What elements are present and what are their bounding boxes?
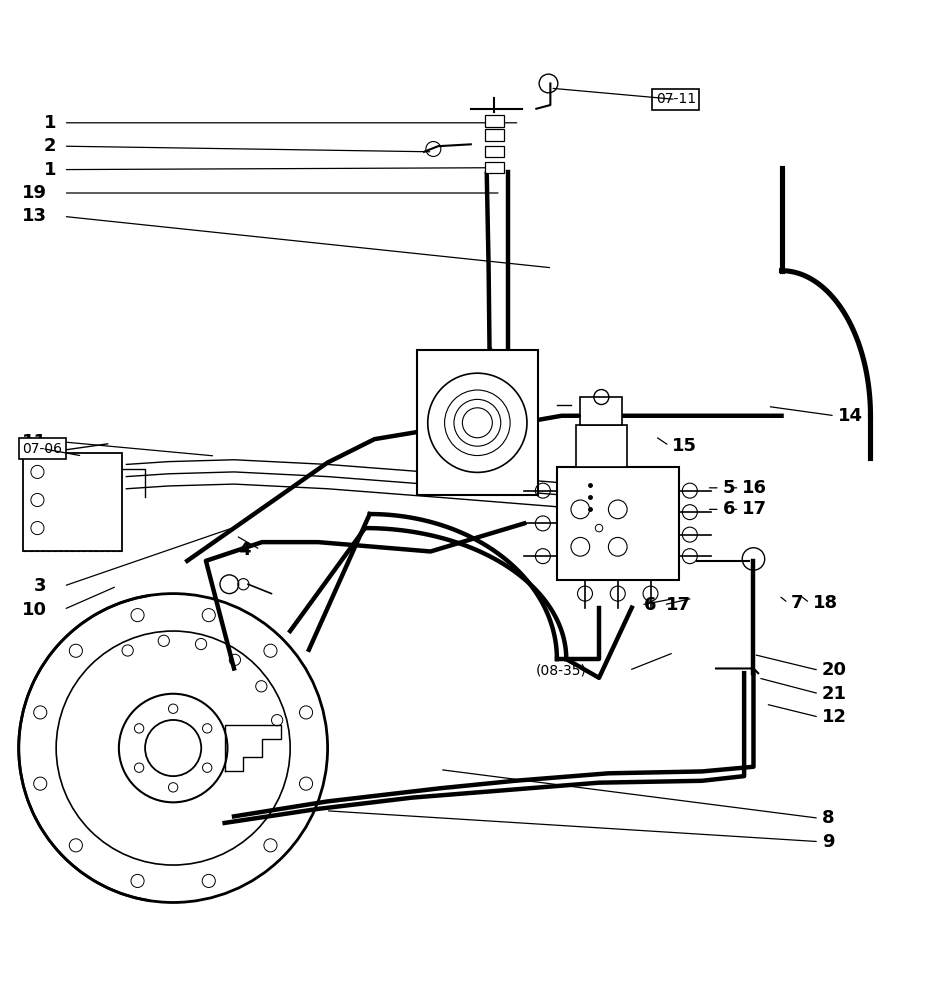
Text: 21: 21 bbox=[822, 685, 847, 703]
Text: 10: 10 bbox=[22, 601, 47, 619]
Text: 18: 18 bbox=[812, 594, 838, 612]
Text: 8: 8 bbox=[822, 809, 834, 827]
Text: 16: 16 bbox=[742, 479, 768, 497]
Text: 5: 5 bbox=[723, 479, 735, 497]
Text: 11: 11 bbox=[22, 433, 47, 451]
Text: 17: 17 bbox=[742, 500, 768, 518]
Bar bbox=[557, 467, 679, 580]
Text: (08-35): (08-35) bbox=[536, 663, 587, 677]
Bar bbox=[485, 115, 504, 127]
Text: 9: 9 bbox=[822, 833, 834, 851]
Text: 1: 1 bbox=[44, 114, 56, 132]
Text: 15: 15 bbox=[672, 437, 697, 455]
Text: 2: 2 bbox=[44, 137, 56, 155]
Text: 14: 14 bbox=[838, 407, 863, 425]
Bar bbox=[485, 129, 504, 141]
Text: 07-11: 07-11 bbox=[656, 92, 695, 106]
Bar bbox=[485, 146, 504, 157]
Text: 17: 17 bbox=[666, 596, 692, 614]
Text: 20: 20 bbox=[822, 661, 847, 679]
Polygon shape bbox=[225, 725, 281, 771]
Bar bbox=[417, 350, 538, 495]
Bar bbox=[23, 453, 122, 551]
Text: 07-06: 07-06 bbox=[22, 442, 62, 456]
Text: 4: 4 bbox=[239, 541, 251, 559]
Text: 6: 6 bbox=[723, 500, 735, 518]
Text: 3: 3 bbox=[35, 577, 47, 595]
Bar bbox=[485, 162, 504, 173]
Text: 19: 19 bbox=[22, 184, 47, 202]
Text: 7: 7 bbox=[791, 594, 803, 612]
Text: 6: 6 bbox=[644, 596, 656, 614]
Bar bbox=[576, 425, 627, 467]
Text: 13: 13 bbox=[22, 207, 47, 225]
Text: 12: 12 bbox=[822, 708, 847, 726]
Bar bbox=[580, 397, 622, 425]
Text: 1: 1 bbox=[44, 161, 56, 179]
